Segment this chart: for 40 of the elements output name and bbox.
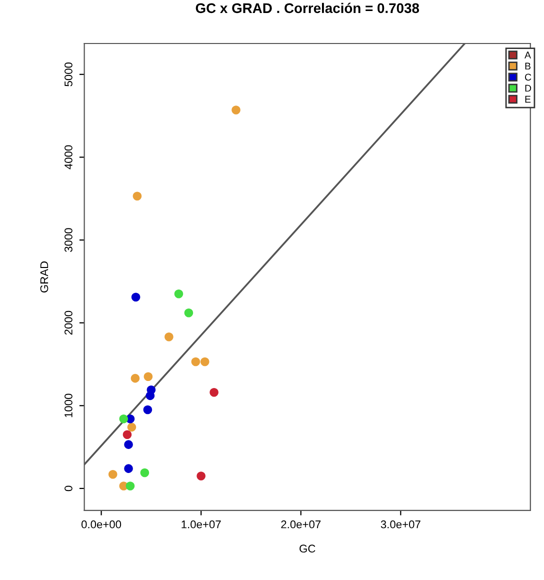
y-tick-label: 1000	[64, 394, 72, 418]
y-tick-label: 2000	[64, 310, 72, 335]
legend-label: C	[525, 74, 532, 81]
point	[132, 192, 142, 201]
point	[200, 357, 210, 366]
point	[232, 106, 240, 114]
point	[191, 357, 200, 366]
point	[124, 440, 133, 449]
point	[126, 482, 135, 490]
point	[174, 289, 184, 298]
point	[122, 430, 132, 440]
point	[144, 372, 153, 382]
x-tick-label: 2.0e+07	[281, 520, 321, 528]
x-tick-label: 3.0e+07	[380, 520, 420, 528]
point	[143, 405, 152, 414]
y-tick-label: 0	[64, 486, 72, 492]
point	[124, 464, 133, 473]
point	[130, 374, 140, 383]
legend-label: E	[525, 96, 531, 103]
y-tick-label: 4000	[64, 145, 72, 170]
x-tick-label: 1.0e+07	[182, 520, 221, 528]
x-axis-title: GC	[300, 544, 316, 553]
y-tick-label: 5000	[64, 62, 72, 86]
point	[119, 414, 128, 424]
point	[210, 388, 218, 397]
point	[196, 472, 206, 480]
point	[146, 391, 155, 400]
legend-label: B	[525, 62, 530, 70]
point	[127, 422, 136, 432]
y-axis-title: GRAD	[40, 261, 48, 292]
point	[108, 470, 118, 479]
point	[184, 308, 194, 318]
legend-label: A	[524, 52, 531, 58]
point	[131, 292, 140, 302]
y-tick-label: 3000	[64, 228, 72, 252]
x-tick-label: 0.0e+00	[81, 520, 122, 528]
legend-label: D	[525, 84, 532, 92]
point	[164, 332, 174, 342]
chart-title: GC x GRAD . Correlación = 0.7038	[196, 2, 420, 14]
point	[140, 468, 150, 478]
